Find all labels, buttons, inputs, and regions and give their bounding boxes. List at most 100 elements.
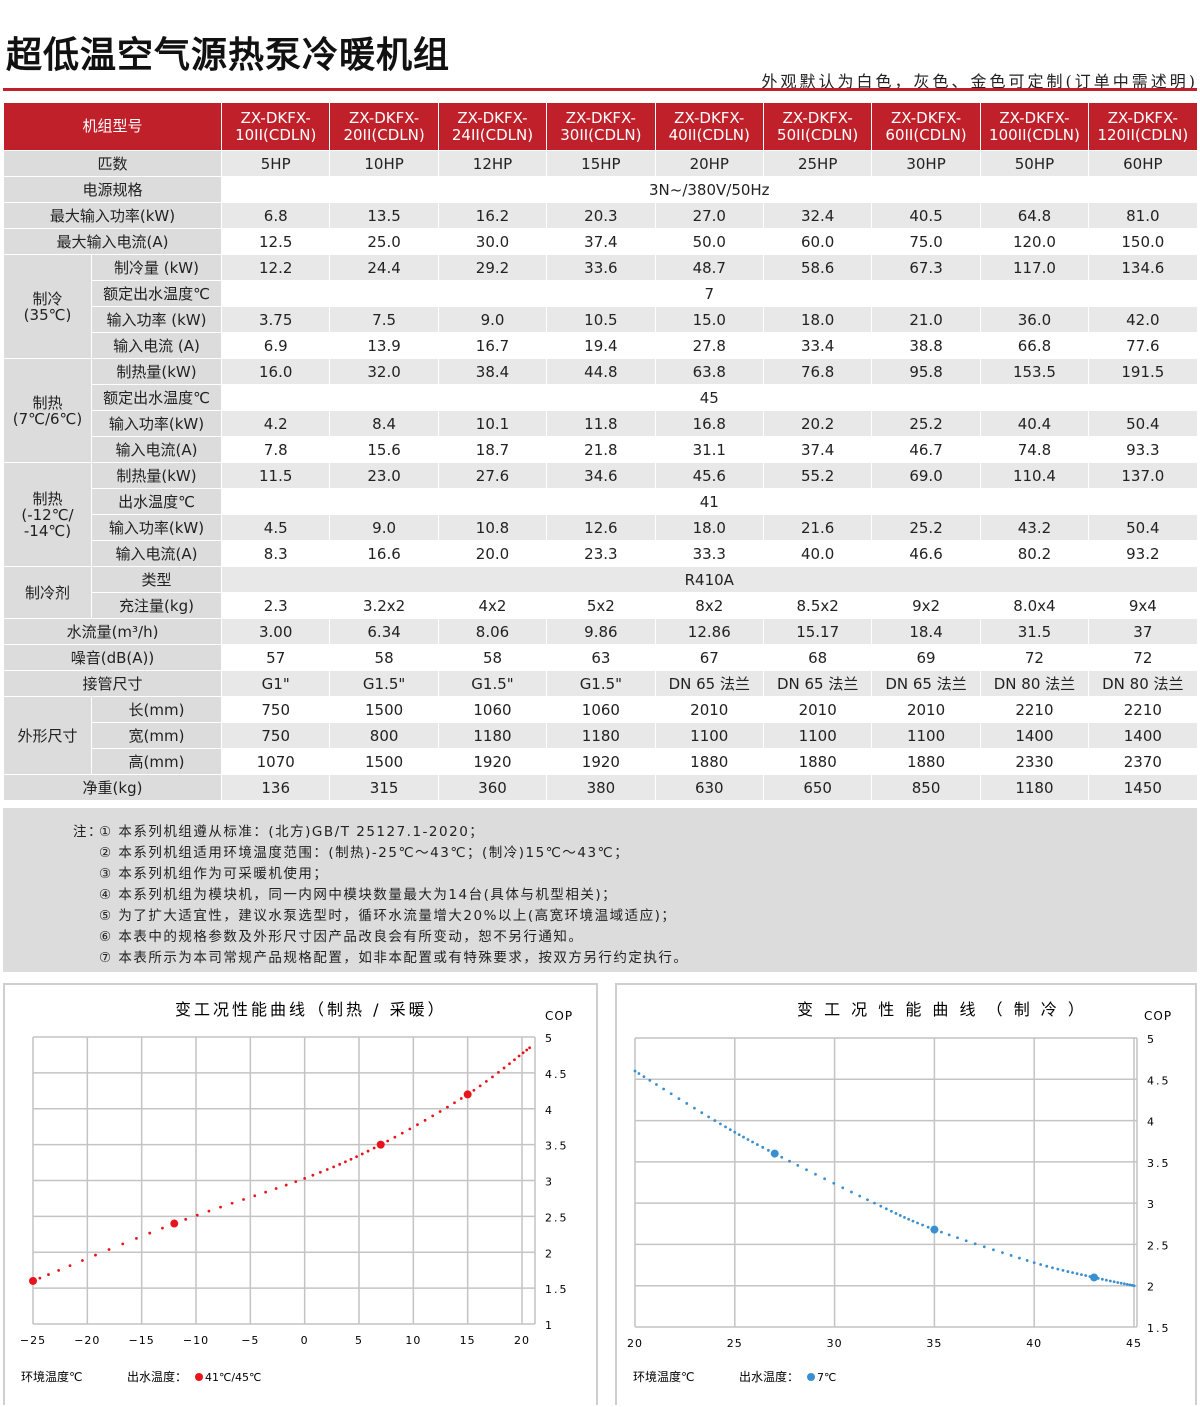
curve-dot [662,1087,666,1091]
data-point [1090,1273,1099,1282]
table-row: 匹数 5HP 10HP 12HP 15HP 20HP 25HP 30HP 50HP 60HP [2,150,1198,177]
curve-dot [107,1248,111,1251]
x-tick-label: 25 [727,1337,743,1350]
curve-dot [719,1122,722,1126]
y-tick-label: 3 [545,1176,554,1189]
curve-dot [947,1233,951,1237]
curve-dot [484,1079,488,1083]
cell-value: 8x2 [654,592,764,619]
cell-value: 58 [329,644,439,671]
cell-value: 1060 [546,696,656,723]
x-tick-label: 20 [514,1334,530,1347]
cell-value: 60.0 [762,228,873,255]
cell-value: 315 [329,774,439,801]
cell-value: 25.2 [871,410,981,437]
cell-value: R410A [221,566,1198,593]
cell-value: 2.3 [221,592,331,619]
cell-value: 50.4 [1088,410,1198,437]
curve-dot [956,1236,959,1240]
cell-value: 2010 [654,696,764,723]
cell-value: 16.7 [437,332,548,359]
curve-dot [1071,1271,1074,1275]
table-row: 制热 (-12℃/ -14℃) 制热量(kW) 11.5 23.0 27.6 34.6 45… [3,462,1198,567]
curve-dot [517,1054,521,1058]
cell-value: 3N~/380V/50Hz [221,176,1198,203]
curve-dot [898,1214,902,1217]
cell-value: 93.3 [1088,436,1198,463]
cell-value: 76.8 [762,358,873,385]
x-tick-label: 30 [827,1337,843,1350]
curve-dot [525,1048,529,1052]
y-tick-label: 2.5 [1147,1239,1171,1252]
curve-dot [47,1273,50,1276]
data-point [170,1219,179,1228]
curve-dot [311,1173,315,1177]
row-group-label: 匹数 [2,150,223,177]
spec-table: 机组型号 ZX-DKFX- 10II(CDLN) ZX-DKFX- 20II(CDL… [2,102,1198,801]
cell-value: 10HP [329,150,439,177]
curve-dot [502,1066,506,1070]
curve-dot [1001,1251,1004,1255]
cell-value: 45.6 [654,462,764,489]
cell-value: 74.8 [979,436,1090,463]
cell-value: 40.0 [762,540,873,567]
cell-value: 29.2 [437,254,548,281]
curve-dot [633,1069,637,1073]
curve-dot [911,1219,915,1223]
cell-value: DN 65 法兰 [654,670,764,697]
row-group-label: 制热 (-12℃/ -14℃) [3,462,92,567]
cell-value: 93.2 [1088,540,1198,567]
data-point [930,1225,939,1234]
cell-value: 24.4 [329,254,439,281]
model-name: ZX-DKFX- 120II(CDLN) [1088,102,1198,151]
cell-value: 1920 [437,748,548,775]
row-label: 制热量(kW) [90,358,223,385]
cell-value: 16.6 [329,540,439,567]
cell-value: 16.2 [437,202,548,229]
curve-dot [866,1198,869,1202]
data-point [376,1140,385,1149]
curve-dot [700,1111,704,1115]
legend-label: 出水温度： [127,1369,187,1384]
table-row: 噪音(dB(A)) 57 58 58 63 67 68 69 72 72 [2,644,1198,671]
cell-value: 25.0 [329,228,439,255]
cell-value: 1450 [1088,774,1198,801]
row-group-label: 电源规格 [2,176,223,203]
row-group-label: 接管尺寸 [2,670,223,697]
cell-value: 1880 [762,748,873,775]
cell-value: 80.2 [979,540,1090,567]
curve-dot [161,1226,164,1230]
cooling-chart: 变 工 况 性 能 曲 线 （ 制 冷 ） COP 1.5 2 2.5 3 3.5 4 4.5 5… [615,983,1197,1405]
curve-dot [431,1114,435,1118]
curve-dot [926,1225,930,1229]
cell-value: 10.5 [546,306,656,333]
curve-dot [1025,1259,1029,1262]
curve-dot [940,1230,943,1234]
table-row: 接管尺寸 G1" G1.5" G1.5" G1.5" DN 65 法兰 DN 65 法兰 DN… [2,670,1198,697]
curve-dot [135,1236,138,1240]
cell-value: 191.5 [1088,358,1198,385]
row-group-label: 制热 (7℃/6℃) [3,358,92,463]
curve-dot [184,1217,188,1221]
table-row: 制冷剂 类型 R410A [3,566,1198,619]
cell-value: 4.5 [221,514,331,541]
cell-value: 2010 [762,696,873,723]
row-label: 额定出水温度℃ [90,280,223,307]
cell-value: 38.8 [871,332,981,359]
cell-value: 18.0 [762,306,873,333]
curve-dot [733,1130,737,1134]
cell-value: 68 [762,644,873,671]
chart-title: 变工况性能曲线（制热 / 采暖） [175,1000,447,1019]
row-group-label: 最大输入功率(kW) [2,202,223,229]
curve-dot [879,1204,883,1208]
curve-dot [325,1168,329,1171]
curve-dot [1066,1270,1070,1273]
cell-value: 8.4 [329,410,439,437]
y-tick-label: 4.5 [1147,1074,1171,1087]
curve-dot [472,1088,476,1092]
curve-dot [230,1201,234,1205]
cell-value: 58 [437,644,548,671]
cell-value: 95.8 [871,358,981,385]
curve-dot [207,1209,211,1213]
cell-value: 42.0 [1088,306,1198,333]
